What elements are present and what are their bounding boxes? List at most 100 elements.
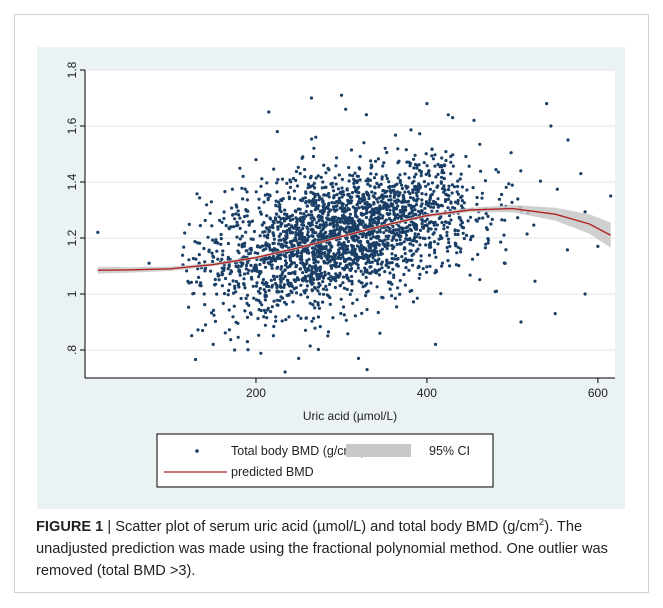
data-point <box>245 198 249 202</box>
data-point <box>321 287 326 291</box>
data-point <box>268 194 272 198</box>
data-point <box>461 231 465 235</box>
data-point <box>385 194 389 199</box>
data-point <box>235 235 239 239</box>
data-point <box>280 319 284 323</box>
data-point <box>504 185 508 189</box>
data-point <box>381 189 385 193</box>
data-point <box>308 176 312 180</box>
data-point <box>224 224 228 228</box>
data-point <box>254 284 258 288</box>
data-point <box>403 252 407 256</box>
data-point <box>264 226 269 230</box>
data-point <box>352 185 356 189</box>
data-point <box>376 200 380 204</box>
data-point <box>334 182 338 186</box>
data-point <box>331 316 335 320</box>
data-point <box>265 181 269 185</box>
data-point <box>378 230 382 234</box>
data-point <box>199 281 203 285</box>
data-point <box>456 245 460 249</box>
data-point <box>323 254 327 258</box>
data-point <box>397 227 401 231</box>
data-point <box>408 223 412 227</box>
data-point <box>354 269 358 273</box>
data-point <box>304 200 308 204</box>
data-point <box>270 263 274 267</box>
data-point <box>365 368 369 372</box>
data-point <box>263 230 267 234</box>
data-point <box>362 246 366 250</box>
data-point <box>298 235 302 239</box>
data-point <box>416 232 421 236</box>
data-point <box>435 223 439 227</box>
data-point <box>251 284 255 288</box>
data-point <box>439 175 444 179</box>
data-point <box>459 172 463 176</box>
data-point <box>345 225 349 229</box>
data-point <box>335 223 339 227</box>
data-point <box>383 191 387 195</box>
data-point <box>360 220 364 224</box>
data-point <box>316 238 320 242</box>
data-point <box>222 268 226 272</box>
data-point <box>228 282 232 286</box>
data-point <box>197 261 201 265</box>
data-point <box>315 275 319 279</box>
data-point <box>434 255 438 259</box>
data-point <box>366 224 370 228</box>
data-point <box>427 227 431 231</box>
data-point <box>395 305 399 309</box>
data-point <box>310 137 314 141</box>
data-point <box>321 300 325 304</box>
data-point <box>375 181 379 185</box>
data-point <box>346 239 351 244</box>
data-point <box>223 190 227 194</box>
data-point <box>304 214 308 218</box>
data-point <box>290 252 294 256</box>
data-point <box>426 182 430 186</box>
data-point <box>378 204 382 208</box>
data-point <box>349 148 354 152</box>
data-point <box>209 269 213 273</box>
data-point <box>443 164 447 168</box>
data-point <box>357 279 361 283</box>
data-point <box>388 194 392 198</box>
data-point <box>216 257 220 261</box>
data-point <box>392 211 396 215</box>
data-point <box>274 218 278 222</box>
data-point <box>350 282 354 286</box>
data-point <box>357 197 362 201</box>
data-point <box>326 330 331 334</box>
data-point <box>400 200 404 204</box>
data-point <box>236 223 240 227</box>
data-point <box>372 244 376 248</box>
data-point <box>312 316 316 320</box>
data-point <box>335 220 339 224</box>
data-point <box>310 223 314 227</box>
data-point <box>478 278 482 282</box>
data-point <box>278 299 282 303</box>
data-point <box>261 278 265 282</box>
data-point <box>297 232 301 236</box>
data-point <box>445 230 449 234</box>
data-point <box>401 259 406 263</box>
data-point <box>404 233 409 237</box>
data-point <box>303 196 307 200</box>
data-point <box>317 198 321 202</box>
data-point <box>301 249 305 253</box>
data-point <box>271 334 275 338</box>
data-point <box>456 198 460 203</box>
data-point <box>397 234 401 239</box>
data-point <box>275 289 279 293</box>
data-point <box>446 197 451 201</box>
data-point <box>350 191 355 195</box>
data-point <box>240 245 244 249</box>
data-point <box>391 224 395 228</box>
data-point <box>365 307 369 312</box>
data-point <box>432 223 436 227</box>
data-point <box>449 172 453 176</box>
data-point <box>203 260 207 264</box>
data-point <box>301 155 305 159</box>
data-point <box>329 278 333 282</box>
